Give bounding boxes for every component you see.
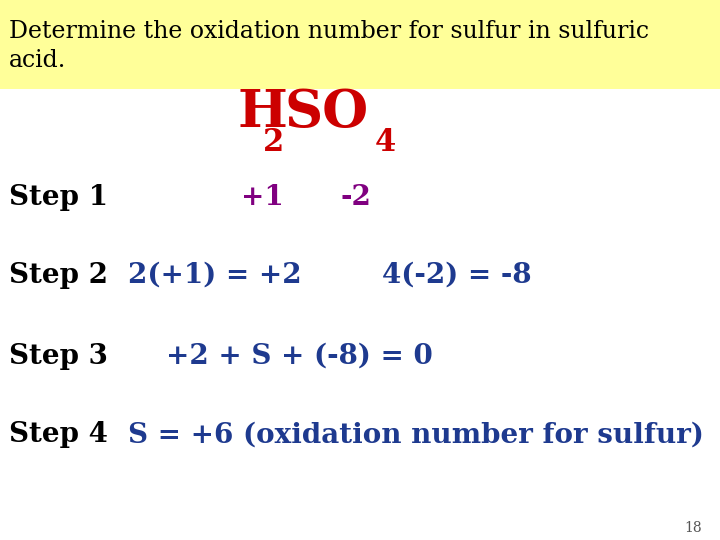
Text: H: H xyxy=(238,87,287,138)
Text: 18: 18 xyxy=(685,521,702,535)
Text: Step 1: Step 1 xyxy=(9,184,108,211)
Text: 4: 4 xyxy=(374,127,396,158)
Bar xyxy=(0,0,720,89)
Text: acid.: acid. xyxy=(9,49,66,72)
Text: SO: SO xyxy=(284,87,369,138)
Text: 2: 2 xyxy=(263,127,284,158)
Text: +2 + S + (-8) = 0: +2 + S + (-8) = 0 xyxy=(166,343,432,370)
Text: -2: -2 xyxy=(341,184,372,211)
Text: Step 2: Step 2 xyxy=(9,262,108,289)
Text: Step 4: Step 4 xyxy=(9,421,107,448)
Text: Determine the oxidation number for sulfur in sulfuric: Determine the oxidation number for sulfu… xyxy=(9,19,649,43)
Text: 4(-2) = -8: 4(-2) = -8 xyxy=(382,262,531,289)
Text: +1: +1 xyxy=(241,184,284,211)
Text: Step 3: Step 3 xyxy=(9,343,107,370)
Text: S = +6 (oxidation number for sulfur): S = +6 (oxidation number for sulfur) xyxy=(128,421,704,448)
Text: 2(+1) = +2: 2(+1) = +2 xyxy=(128,262,302,289)
